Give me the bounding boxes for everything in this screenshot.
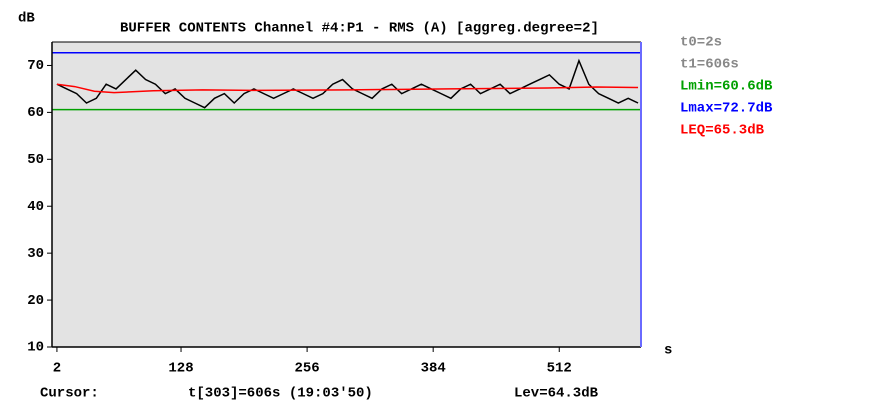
x-tick-label: 384 <box>421 361 446 377</box>
y-tick-label: 20 <box>27 293 44 309</box>
plot-area <box>52 42 641 347</box>
x-tick-label: 256 <box>294 361 319 377</box>
y-tick-label: 10 <box>27 340 44 356</box>
y-tick-label: 40 <box>27 199 44 215</box>
series-line <box>56 83 639 94</box>
chart-title: BUFFER CONTENTS Channel #4:P1 - RMS (A) … <box>120 21 599 37</box>
y-tick-label: 50 <box>27 152 44 168</box>
info-label: t1=606s <box>680 57 739 73</box>
legend-label: Lmin=60.6dB <box>680 79 773 95</box>
y-axis-label: dB <box>18 11 35 27</box>
x-tick-label: 2 <box>53 361 61 377</box>
series-line <box>56 58 639 109</box>
x-axis-label: s <box>664 343 672 359</box>
legend-label: Lmax=72.7dB <box>680 101 773 117</box>
info-label: t0=2s <box>680 35 722 51</box>
cursor-label: Cursor: <box>40 386 99 402</box>
y-tick-label: 60 <box>27 105 44 121</box>
y-tick-label: 30 <box>27 246 44 262</box>
legend-label: LEQ=65.3dB <box>680 123 765 139</box>
marks <box>52 52 641 111</box>
cursor-level: Lev=64.3dB <box>514 386 599 402</box>
x-tick-label: 128 <box>168 361 193 377</box>
cursor-time: t[303]=606s (19:03'50) <box>188 386 373 402</box>
y-tick-label: 70 <box>27 58 44 74</box>
x-tick-label: 512 <box>547 361 572 377</box>
